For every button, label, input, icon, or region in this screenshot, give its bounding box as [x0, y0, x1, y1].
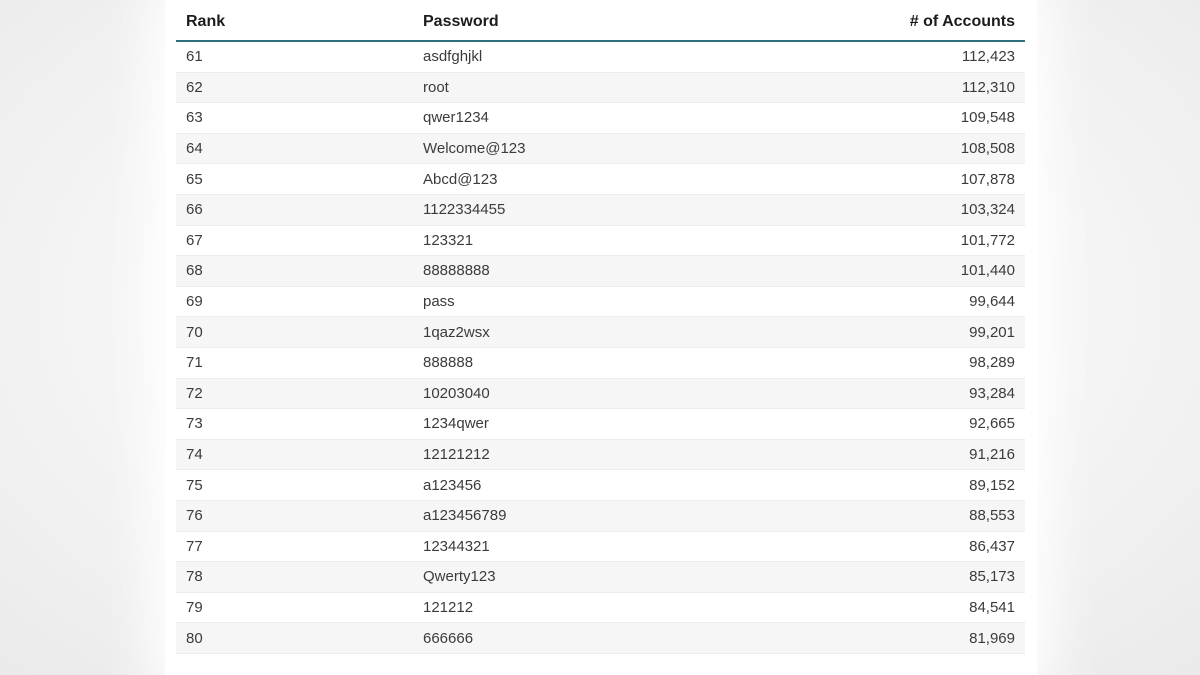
accounts-cell: 89,152 [773, 469, 1025, 501]
password-cell: 1234qwer [413, 408, 773, 440]
rank-cell: 70 [176, 316, 413, 348]
rank-cell: 79 [176, 592, 413, 624]
password-cell: asdfghjkl [413, 41, 773, 73]
password-cell: a123456789 [413, 500, 773, 532]
table-row: 66 1122334455 103,324 [176, 194, 1025, 226]
table-row: 72 10203040 93,284 [176, 378, 1025, 410]
table-row: 70 1qaz2wsx 99,201 [176, 316, 1025, 348]
rank-cell: 71 [176, 347, 413, 379]
password-cell: 888888 [413, 347, 773, 379]
table-row: 78 Qwerty123 85,173 [176, 561, 1025, 593]
accounts-cell: 108,508 [773, 133, 1025, 165]
table-row: 62 root 112,310 [176, 72, 1025, 104]
table-body: 61 asdfghjkl 112,423 62 root 112,310 63 … [176, 41, 1025, 654]
password-cell: 1122334455 [413, 194, 773, 226]
table-row: 74 12121212 91,216 [176, 439, 1025, 471]
accounts-cell: 88,553 [773, 500, 1025, 532]
password-cell: qwer1234 [413, 102, 773, 134]
accounts-cell: 112,423 [773, 41, 1025, 73]
rank-cell: 80 [176, 622, 413, 654]
password-cell: 88888888 [413, 255, 773, 287]
password-cell: pass [413, 286, 773, 318]
rank-cell: 66 [176, 194, 413, 226]
accounts-cell: 112,310 [773, 72, 1025, 104]
accounts-cell: 101,772 [773, 225, 1025, 257]
header-password: Password [413, 0, 773, 42]
table-row: 69 pass 99,644 [176, 286, 1025, 318]
password-cell: Welcome@123 [413, 133, 773, 165]
accounts-cell: 109,548 [773, 102, 1025, 134]
content-panel: Rank Password # of Accounts 61 asdfghjkl… [165, 0, 1037, 675]
password-cell: root [413, 72, 773, 104]
accounts-cell: 99,644 [773, 286, 1025, 318]
rank-cell: 65 [176, 163, 413, 195]
accounts-cell: 98,289 [773, 347, 1025, 379]
table-row: 75 a123456 89,152 [176, 469, 1025, 501]
password-cell: Abcd@123 [413, 163, 773, 195]
rank-cell: 73 [176, 408, 413, 440]
table-row: 76 a123456789 88,553 [176, 500, 1025, 532]
header-accounts: # of Accounts [773, 0, 1025, 42]
password-cell: 121212 [413, 592, 773, 624]
rank-cell: 68 [176, 255, 413, 287]
table-row: 65 Abcd@123 107,878 [176, 163, 1025, 195]
password-cell: 12121212 [413, 439, 773, 471]
accounts-cell: 103,324 [773, 194, 1025, 226]
rank-cell: 75 [176, 469, 413, 501]
table-row: 64 Welcome@123 108,508 [176, 133, 1025, 165]
header-rank: Rank [176, 0, 413, 42]
password-cell: Qwerty123 [413, 561, 773, 593]
rank-cell: 78 [176, 561, 413, 593]
table-row: 61 asdfghjkl 112,423 [176, 41, 1025, 73]
password-cell: 666666 [413, 622, 773, 654]
accounts-cell: 107,878 [773, 163, 1025, 195]
table-row: 80 666666 81,969 [176, 622, 1025, 654]
table-row: 77 12344321 86,437 [176, 531, 1025, 563]
rank-cell: 67 [176, 225, 413, 257]
table-row: 73 1234qwer 92,665 [176, 408, 1025, 440]
header-row: Rank Password # of Accounts [176, 0, 1025, 42]
accounts-cell: 91,216 [773, 439, 1025, 471]
password-ranking-table: Rank Password # of Accounts 61 asdfghjkl… [176, 0, 1025, 654]
accounts-cell: 92,665 [773, 408, 1025, 440]
table-row: 71 888888 98,289 [176, 347, 1025, 379]
table-row: 79 121212 84,541 [176, 592, 1025, 624]
rank-cell: 63 [176, 102, 413, 134]
password-cell: 123321 [413, 225, 773, 257]
accounts-cell: 93,284 [773, 378, 1025, 410]
password-cell: 1qaz2wsx [413, 316, 773, 348]
rank-cell: 61 [176, 41, 413, 73]
table-header: Rank Password # of Accounts [176, 0, 1025, 42]
rank-cell: 64 [176, 133, 413, 165]
password-cell: 12344321 [413, 531, 773, 563]
accounts-cell: 84,541 [773, 592, 1025, 624]
rank-cell: 69 [176, 286, 413, 318]
accounts-cell: 86,437 [773, 531, 1025, 563]
rank-cell: 77 [176, 531, 413, 563]
accounts-cell: 99,201 [773, 316, 1025, 348]
rank-cell: 74 [176, 439, 413, 471]
password-cell: a123456 [413, 469, 773, 501]
table-row: 67 123321 101,772 [176, 225, 1025, 257]
accounts-cell: 101,440 [773, 255, 1025, 287]
accounts-cell: 81,969 [773, 622, 1025, 654]
table-row: 68 88888888 101,440 [176, 255, 1025, 287]
rank-cell: 72 [176, 378, 413, 410]
table-row: 63 qwer1234 109,548 [176, 102, 1025, 134]
accounts-cell: 85,173 [773, 561, 1025, 593]
rank-cell: 76 [176, 500, 413, 532]
password-cell: 10203040 [413, 378, 773, 410]
rank-cell: 62 [176, 72, 413, 104]
